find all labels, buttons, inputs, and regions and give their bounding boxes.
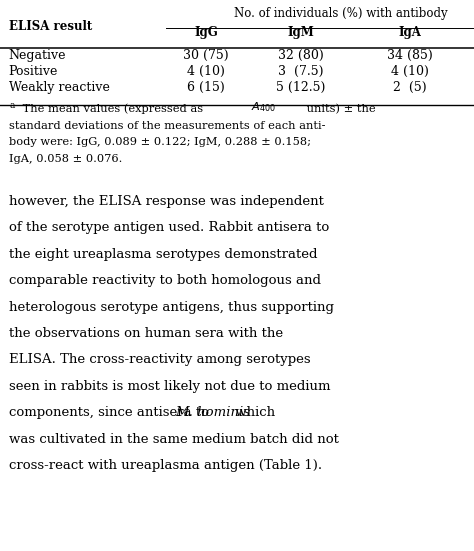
Text: Positive: Positive: [9, 65, 58, 78]
Text: heterologous serotype antigens, thus supporting: heterologous serotype antigens, thus sup…: [9, 300, 334, 314]
Text: M. hominis: M. hominis: [175, 406, 251, 419]
Text: cross-react with ureaplasma antigen (Table 1).: cross-react with ureaplasma antigen (Tab…: [9, 459, 322, 472]
Text: The mean values (expressed as: The mean values (expressed as: [19, 104, 207, 114]
Text: 6 (15): 6 (15): [187, 80, 225, 94]
Text: 4 (10): 4 (10): [391, 65, 429, 78]
Text: which: which: [231, 406, 275, 419]
Text: No. of individuals (%) with antibody: No. of individuals (%) with antibody: [235, 7, 448, 20]
Text: the eight ureaplasma serotypes demonstrated: the eight ureaplasma serotypes demonstra…: [9, 247, 317, 261]
Text: Negative: Negative: [9, 49, 66, 62]
Text: $\mathit{A}_{400}$: $\mathit{A}_{400}$: [251, 100, 276, 114]
Text: the observations on human sera with the: the observations on human sera with the: [9, 327, 283, 340]
Text: IgA, 0.058 ± 0.076.: IgA, 0.058 ± 0.076.: [9, 154, 122, 164]
Text: ELISA result: ELISA result: [9, 20, 92, 33]
Text: IgA: IgA: [399, 25, 421, 39]
Text: 2  (5): 2 (5): [393, 80, 427, 94]
Text: 30 (75): 30 (75): [183, 49, 229, 62]
Text: 3  (7.5): 3 (7.5): [278, 65, 324, 78]
Text: 5 (12.5): 5 (12.5): [276, 80, 326, 94]
Text: IgM: IgM: [288, 25, 314, 39]
Text: Weakly reactive: Weakly reactive: [9, 80, 109, 94]
Text: units) ± the: units) ± the: [303, 104, 376, 114]
Text: of the serotype antigen used. Rabbit antisera to: of the serotype antigen used. Rabbit ant…: [9, 221, 329, 234]
Text: was cultivated in the same medium batch did not: was cultivated in the same medium batch …: [9, 433, 338, 446]
Text: body were: IgG, 0.089 ± 0.122; IgM, 0.288 ± 0.158;: body were: IgG, 0.089 ± 0.122; IgM, 0.28…: [9, 137, 310, 147]
Text: standard deviations of the measurements of each anti-: standard deviations of the measurements …: [9, 121, 325, 131]
Text: IgG: IgG: [194, 25, 218, 39]
Text: 34 (85): 34 (85): [387, 49, 433, 62]
Text: 32 (80): 32 (80): [278, 49, 324, 62]
Text: ELISA. The cross-reactivity among serotypes: ELISA. The cross-reactivity among seroty…: [9, 353, 310, 366]
Text: 4 (10): 4 (10): [187, 65, 225, 78]
Text: a: a: [9, 101, 15, 110]
Text: comparable reactivity to both homologous and: comparable reactivity to both homologous…: [9, 274, 320, 287]
Text: components, since antisera to: components, since antisera to: [9, 406, 213, 419]
Text: however, the ELISA response was independent: however, the ELISA response was independ…: [9, 195, 323, 208]
Text: seen in rabbits is most likely not due to medium: seen in rabbits is most likely not due t…: [9, 380, 330, 393]
